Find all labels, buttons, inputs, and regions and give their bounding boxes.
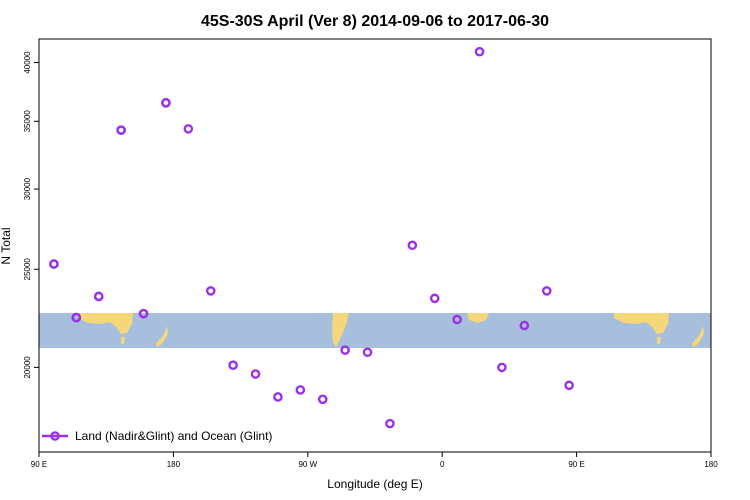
data-point (362, 347, 373, 358)
data-point (161, 98, 171, 108)
y-tick-label: 25000 (23, 258, 32, 281)
x-axis-label: Longitude (deg E) (327, 477, 422, 491)
plot-frame (38, 38, 712, 453)
x-axis: 90 E 180 90 W 0 90 E 180 (31, 452, 718, 469)
land-shape (614, 313, 669, 334)
land-shape (78, 313, 133, 334)
y-tick-label: 30000 (23, 177, 32, 200)
data-point (228, 360, 238, 371)
y-axis: 20000 25000 30000 35000 40000 (23, 51, 39, 379)
data-point (116, 125, 126, 135)
data-point (250, 369, 261, 379)
land-shape (121, 337, 125, 344)
data-point (71, 312, 82, 323)
data-point (295, 385, 306, 395)
data-point (497, 362, 507, 373)
land-shapes (78, 313, 704, 347)
land-shape (467, 313, 489, 323)
chart-title: 45S-30S April (Ver 8) 2014-09-06 to 2017… (201, 13, 549, 30)
data-point (183, 124, 194, 134)
data-point (93, 291, 104, 302)
legend-label: Land (Nadir&Glint) and Ocean (Glint) (75, 429, 272, 443)
data-point (138, 308, 149, 319)
land-shape (156, 326, 168, 347)
map-background (39, 313, 711, 348)
y-tick-label: 20000 (23, 356, 32, 379)
data-point (519, 320, 530, 331)
land-shape (332, 313, 349, 347)
y-tick-label: 35000 (23, 110, 32, 133)
land-shape (657, 337, 661, 344)
x-tick-label: 90 W (298, 460, 317, 469)
legend-marker (50, 431, 60, 441)
x-tick-label: 90 E (31, 460, 47, 469)
data-point (317, 394, 328, 405)
data-point (564, 380, 574, 391)
ocean-band (39, 313, 711, 348)
data-point (429, 293, 440, 304)
data-point (205, 286, 216, 296)
x-tick-label: 90 E (568, 460, 584, 469)
data-point (273, 392, 283, 402)
x-tick-label: 180 (167, 460, 181, 469)
y-tick-label: 40000 (23, 51, 32, 74)
data-point (340, 345, 350, 355)
data-point (452, 314, 462, 325)
x-tick-label: 180 (704, 460, 718, 469)
legend: Land (Nadir&Glint) and Ocean (Glint) (42, 429, 272, 443)
data-point (385, 418, 395, 429)
data-point (474, 46, 485, 57)
data-point (407, 240, 418, 251)
y-axis-label: N Total (0, 227, 13, 264)
data-point (49, 259, 59, 269)
data-points (49, 46, 574, 429)
data-point (541, 286, 552, 296)
x-tick-label: 0 (440, 460, 445, 469)
land-shape (692, 326, 704, 347)
